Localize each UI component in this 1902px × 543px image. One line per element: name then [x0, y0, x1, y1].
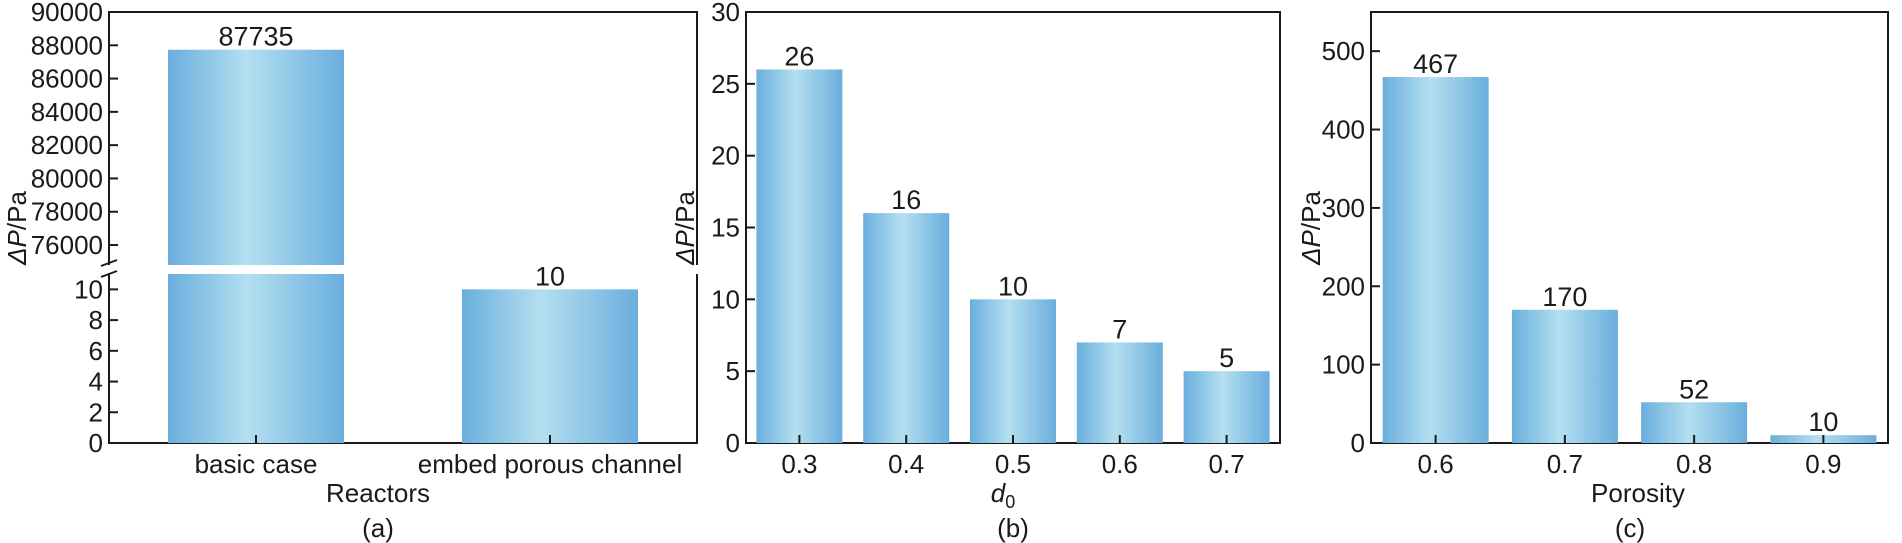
- panel-b-y-axis-unit: /Pa: [670, 191, 700, 231]
- panel-c-y-axis-unit: /Pa: [1296, 191, 1326, 231]
- panel-c-data-label-0.8: 52: [1679, 374, 1709, 404]
- panel-c-x-tick-labels: 0.6 0.7 0.8 0.9: [1418, 435, 1841, 479]
- panel-b-x-axis-symbol: d: [991, 478, 1007, 508]
- panel-a-plot-frame: [108, 11, 698, 444]
- panel-b-data-labels: 26 16 10 7 5: [784, 41, 1234, 373]
- panel-b-y-tick-label: 10: [711, 284, 740, 314]
- panel-b-bars: [756, 69, 1270, 443]
- panel-b-x-tick-labels: 0.3 0.4 0.5 0.6 0.7: [781, 435, 1245, 479]
- x-tick-label-embed-porous-channel: embed porous channel: [418, 449, 683, 479]
- panel-a-label: (a): [362, 513, 394, 543]
- panel-b-data-label-0.6: 7: [1112, 314, 1127, 344]
- panel-b-x-axis-subscript: 0: [1005, 492, 1015, 512]
- panel-b-y-tick-label: 5: [726, 356, 740, 386]
- panel-b-x-tick-label-0.6: 0.6: [1102, 449, 1138, 479]
- panel-a-lower-y-tick-label: 2: [89, 397, 103, 427]
- data-label-basic-case: 87735: [218, 22, 293, 52]
- panel-c-x-axis-title: Porosity: [1591, 478, 1685, 508]
- panel-b-bar-0.6: [1076, 342, 1163, 443]
- panel-c-y-axis-symbol: ΔP: [1296, 229, 1326, 265]
- panel-a-upper-y-tick-label: 80000: [31, 163, 103, 193]
- panel-a-x-axis-title: Reactors: [326, 478, 430, 508]
- panel-b-bar-0.7: [1183, 371, 1270, 443]
- panel-a-upper-y-tick-label: 78000: [31, 197, 103, 227]
- panel-b-y-tick-label: 25: [711, 69, 740, 99]
- panel-b-y-tick-label: 15: [711, 213, 740, 243]
- panel-b-label: (b): [997, 513, 1029, 543]
- panel-c-data-label-0.6: 467: [1413, 49, 1458, 79]
- panel-a-lower-y-tick-label: 4: [89, 367, 103, 397]
- panel-b-x-axis-title: d0: [991, 478, 1015, 512]
- bar-embed-porous-channel: [462, 289, 638, 443]
- panel-a-axis-break-mark-bottom: [100, 270, 118, 278]
- panel-b-y-tick-label: 0: [726, 428, 740, 458]
- panel-a-upper-y-tick-label: 88000: [31, 30, 103, 60]
- panel-b-x-tick-label-0.3: 0.3: [781, 449, 817, 479]
- panel-b-x-tick-label-0.7: 0.7: [1209, 449, 1245, 479]
- panel-c-bar-0.6: [1382, 77, 1489, 444]
- panel-c-x-tick-label-0.9: 0.9: [1805, 449, 1841, 479]
- panel-a-lower-y-tick-label: 8: [89, 305, 103, 335]
- panel-c-x-tick-label-0.7: 0.7: [1547, 449, 1583, 479]
- panel-b-x-tick-label-0.5: 0.5: [995, 449, 1031, 479]
- data-label-embed-porous-channel: 10: [535, 261, 565, 291]
- panel-c-y-tick-label: 300: [1322, 193, 1365, 223]
- panel-a-upper-y-tick-label: 90000: [31, 0, 103, 27]
- panel-c-data-labels: 467 170 52 10: [1413, 49, 1838, 437]
- panel-c-bars: [1382, 77, 1877, 444]
- panel-a-lower-y-tick-label: 10: [74, 274, 103, 304]
- x-tick-label-basic-case: basic case: [195, 449, 318, 479]
- bar-basic-case: [168, 49, 344, 444]
- panel-a-upper-y-tick-label: 84000: [31, 97, 103, 127]
- panel-c-y-tick-label: 500: [1322, 36, 1365, 66]
- panel-b-y-ticks: 0 5 10 15 20 25 30: [711, 0, 755, 458]
- panel-c: 0 100 200 300 400 500 467 170 52 10 0.6 0.7 0.8 0.9…: [1296, 11, 1889, 543]
- panel-c-y-tick-label: 200: [1322, 271, 1365, 301]
- panel-a-bars: [168, 49, 638, 444]
- panel-b-data-label-0.3: 26: [784, 41, 814, 71]
- panel-a-upper-y-tick-label: 86000: [31, 64, 103, 94]
- panel-c-bar-0.7: [1511, 309, 1618, 443]
- panel-b-data-label-0.5: 10: [998, 271, 1028, 301]
- panel-a-upper-y-tick-label: 76000: [31, 230, 103, 260]
- panel-b-y-axis-title: ΔP/Pa: [670, 191, 700, 266]
- panel-c-y-ticks: 0 100 200 300 400 500: [1322, 36, 1380, 458]
- panel-a-data-labels: 87735 10: [218, 22, 565, 292]
- panel-b-bar-0.3: [756, 69, 843, 443]
- panel-c-y-tick-label: 100: [1322, 350, 1365, 380]
- panel-a-y-axis-title: ΔP/Pa: [2, 191, 32, 266]
- panel-c-y-tick-label: 0: [1351, 428, 1365, 458]
- panel-a-lower-y-tick-label: 6: [89, 336, 103, 366]
- panel-c-data-label-0.9: 10: [1808, 407, 1838, 437]
- panel-a-y-axis-symbol: ΔP: [2, 229, 32, 265]
- panel-c-plot-frame: [1370, 11, 1889, 444]
- panel-c-label: (c): [1615, 513, 1645, 543]
- panel-c-data-label-0.7: 170: [1542, 282, 1587, 312]
- panel-a-axis-break-gap: [100, 265, 700, 274]
- panel-b-y-tick-label: 30: [711, 0, 740, 27]
- panel-b-bar-0.5: [970, 299, 1056, 443]
- panel-b-data-label-0.7: 5: [1219, 343, 1234, 373]
- panel-a-axis-break-mark-top: [100, 259, 118, 267]
- panel-b-data-label-0.4: 16: [891, 185, 921, 215]
- panel-a-x-tick-labels: basic case embed porous channel: [195, 435, 683, 479]
- panel-c-y-axis-title: ΔP/Pa: [1296, 191, 1326, 266]
- panel-c-x-tick-label-0.8: 0.8: [1676, 449, 1712, 479]
- panel-c-x-tick-label-0.6: 0.6: [1418, 449, 1454, 479]
- panel-c-y-tick-label: 400: [1322, 115, 1365, 145]
- panel-b-y-tick-label: 20: [711, 141, 740, 171]
- panel-a-y-axis-unit: /Pa: [2, 191, 32, 231]
- panel-b-x-tick-label-0.4: 0.4: [888, 449, 924, 479]
- panel-a-upper-y-tick-label: 82000: [31, 130, 103, 160]
- panel-b-bar-0.4: [863, 213, 950, 443]
- panel-b-y-axis-symbol: ΔP: [670, 229, 700, 265]
- panel-a-lower-y-tick-label: 0: [89, 428, 103, 458]
